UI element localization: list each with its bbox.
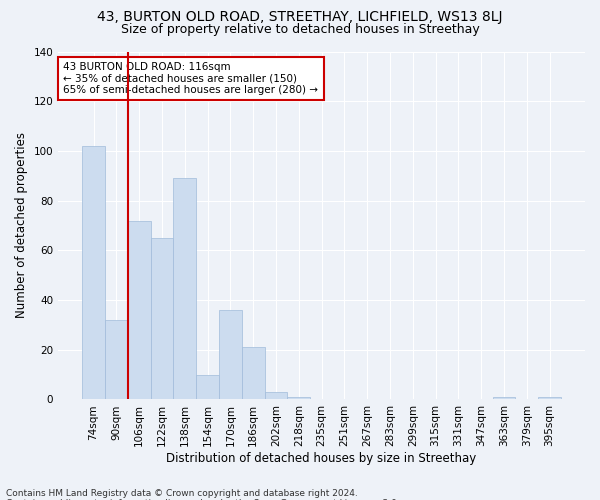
Bar xyxy=(242,348,265,400)
Bar xyxy=(105,320,128,400)
Y-axis label: Number of detached properties: Number of detached properties xyxy=(15,132,28,318)
Bar xyxy=(196,374,219,400)
Bar xyxy=(173,178,196,400)
Text: Size of property relative to detached houses in Streethay: Size of property relative to detached ho… xyxy=(121,22,479,36)
Bar xyxy=(538,397,561,400)
Bar xyxy=(151,238,173,400)
Bar xyxy=(128,220,151,400)
Bar xyxy=(287,397,310,400)
Bar xyxy=(219,310,242,400)
Text: 43 BURTON OLD ROAD: 116sqm
← 35% of detached houses are smaller (150)
65% of sem: 43 BURTON OLD ROAD: 116sqm ← 35% of deta… xyxy=(64,62,319,95)
Text: Contains public sector information licensed under the Open Government Licence v3: Contains public sector information licen… xyxy=(6,498,400,500)
Bar xyxy=(82,146,105,400)
Bar xyxy=(493,397,515,400)
Text: Contains HM Land Registry data © Crown copyright and database right 2024.: Contains HM Land Registry data © Crown c… xyxy=(6,488,358,498)
Text: 43, BURTON OLD ROAD, STREETHAY, LICHFIELD, WS13 8LJ: 43, BURTON OLD ROAD, STREETHAY, LICHFIEL… xyxy=(97,10,503,24)
Bar xyxy=(265,392,287,400)
X-axis label: Distribution of detached houses by size in Streethay: Distribution of detached houses by size … xyxy=(166,452,477,465)
